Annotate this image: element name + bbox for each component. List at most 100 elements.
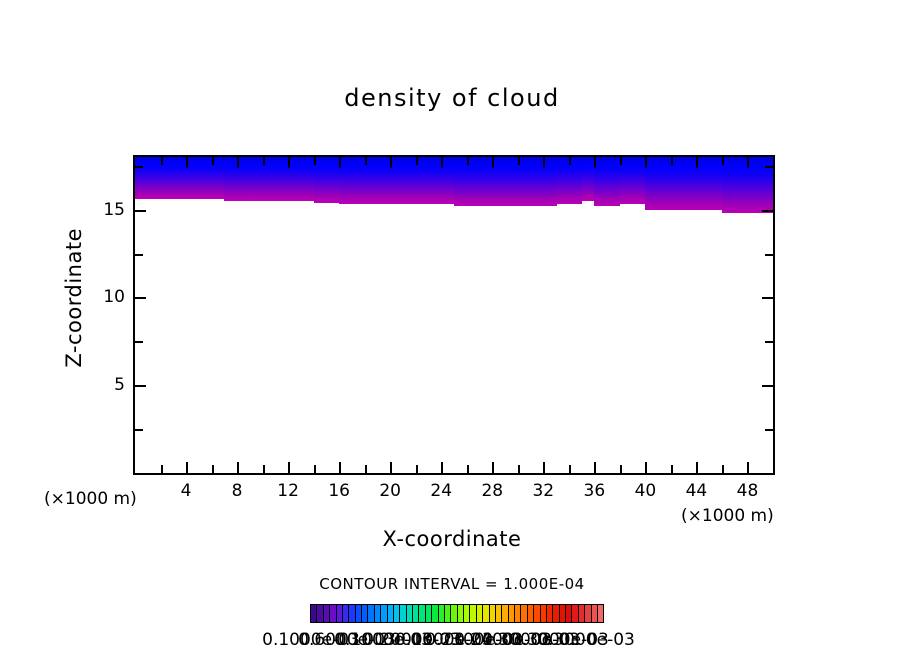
colorbar-swatch — [445, 605, 450, 622]
colorbar-swatch — [375, 605, 380, 622]
x-tick-label: 32 — [532, 481, 554, 501]
x-tick-minor — [518, 465, 520, 473]
x-tick-label: 24 — [430, 481, 452, 501]
contour-band — [696, 157, 722, 210]
x-tick-major — [747, 462, 749, 473]
x-tick-minor — [212, 465, 214, 473]
contour-field — [135, 157, 773, 473]
y-tick-minor-right — [765, 341, 773, 343]
x-tick-minor-top — [773, 157, 775, 165]
colorbar-swatch — [362, 605, 367, 622]
colorbar-swatch — [458, 605, 463, 622]
colorbar-swatch — [560, 605, 565, 622]
contour-band — [492, 157, 531, 206]
x-tick-major-top — [237, 157, 239, 168]
colorbar-swatch — [432, 605, 437, 622]
contour-band — [339, 157, 378, 204]
x-tick-major — [645, 462, 647, 473]
colorbar-swatch — [592, 605, 597, 622]
x-tick-label: 40 — [635, 481, 657, 501]
x-tick-minor — [722, 465, 724, 473]
colorbar-swatch — [407, 605, 412, 622]
colorbar-swatch — [349, 605, 354, 622]
x-tick-minor-top — [263, 157, 265, 165]
x-tick-major-top — [543, 157, 545, 168]
y-tick-minor — [135, 166, 143, 168]
x-tick-label: 4 — [181, 481, 192, 501]
colorbar-swatch — [343, 605, 348, 622]
colorbar-swatch — [534, 605, 539, 622]
contour-band — [454, 157, 493, 206]
colorbar-swatch — [541, 605, 546, 622]
x-tick-minor-top — [161, 157, 163, 165]
x-tick-minor — [467, 465, 469, 473]
y-tick-label: 10 — [89, 287, 125, 307]
x-tick-major — [339, 462, 341, 473]
colorbar-swatch — [451, 605, 456, 622]
y-tick-label: 15 — [89, 200, 125, 220]
x-tick-major-top — [594, 157, 596, 168]
plot-area — [133, 155, 775, 475]
colorbar-swatch — [477, 605, 482, 622]
y-tick-label: 5 — [89, 375, 125, 395]
x-axis-unit-note: (×1000 m) — [681, 506, 774, 526]
x-tick-minor — [671, 465, 673, 473]
x-tick-major-top — [645, 157, 647, 168]
colorbar-swatch — [419, 605, 424, 622]
x-tick-minor — [569, 465, 571, 473]
x-tick-minor-top — [212, 157, 214, 165]
x-tick-major-top — [696, 157, 698, 168]
colorbar-swatch — [572, 605, 577, 622]
x-tick-major — [696, 462, 698, 473]
contour-band — [186, 157, 225, 199]
colorbar-swatch — [317, 605, 322, 622]
y-tick-minor — [135, 254, 143, 256]
colorbar-swatch — [490, 605, 495, 622]
x-tick-major-top — [492, 157, 494, 168]
colorbar-swatch — [311, 605, 316, 622]
colorbar-swatch — [521, 605, 526, 622]
contour-band — [224, 157, 263, 201]
x-tick-minor-top — [620, 157, 622, 165]
colorbar-swatch — [496, 605, 501, 622]
y-tick-major — [135, 210, 146, 212]
contour-band — [314, 157, 340, 203]
colorbar-swatch — [388, 605, 393, 622]
x-tick-minor — [161, 465, 163, 473]
page-title: density of cloud — [0, 84, 904, 112]
colorbar-tick-labels: 0.1000e-030.6000e-030.1000e-030.2000e-03… — [0, 630, 904, 654]
colorbar-swatch — [337, 605, 342, 622]
colorbar-swatch — [528, 605, 533, 622]
colorbar-swatch — [330, 605, 335, 622]
y-tick-minor-right — [765, 429, 773, 431]
contour-band — [582, 157, 595, 201]
colorbar-swatch — [515, 605, 520, 622]
x-tick-major-top — [390, 157, 392, 168]
x-tick-minor — [263, 465, 265, 473]
x-tick-minor-top — [569, 157, 571, 165]
colorbar-swatch — [464, 605, 469, 622]
contour-interval-label: CONTOUR INTERVAL = 1.000E-04 — [0, 575, 904, 593]
x-tick-major — [237, 462, 239, 473]
contour-band — [620, 157, 646, 204]
y-tick-major-right — [762, 385, 773, 387]
contour-band — [594, 157, 620, 206]
y-tick-major — [135, 385, 146, 387]
x-tick-minor-top — [365, 157, 367, 165]
x-tick-minor-top — [671, 157, 673, 165]
y-tick-minor-right — [765, 166, 773, 168]
y-tick-minor-right — [765, 254, 773, 256]
x-tick-major — [186, 462, 188, 473]
x-tick-minor-top — [467, 157, 469, 165]
colorbar-swatch — [585, 605, 590, 622]
colorbar-swatch — [381, 605, 386, 622]
colorbar-swatch — [509, 605, 514, 622]
colorbar-swatch — [483, 605, 488, 622]
x-axis-title: X-coordinate — [0, 527, 904, 551]
contour-band — [416, 157, 455, 204]
x-tick-minor-top — [314, 157, 316, 165]
x-tick-major-top — [441, 157, 443, 168]
colorbar-swatch — [439, 605, 444, 622]
colorbar-swatch — [470, 605, 475, 622]
y-axis-title: Z-coordinate — [62, 228, 86, 368]
